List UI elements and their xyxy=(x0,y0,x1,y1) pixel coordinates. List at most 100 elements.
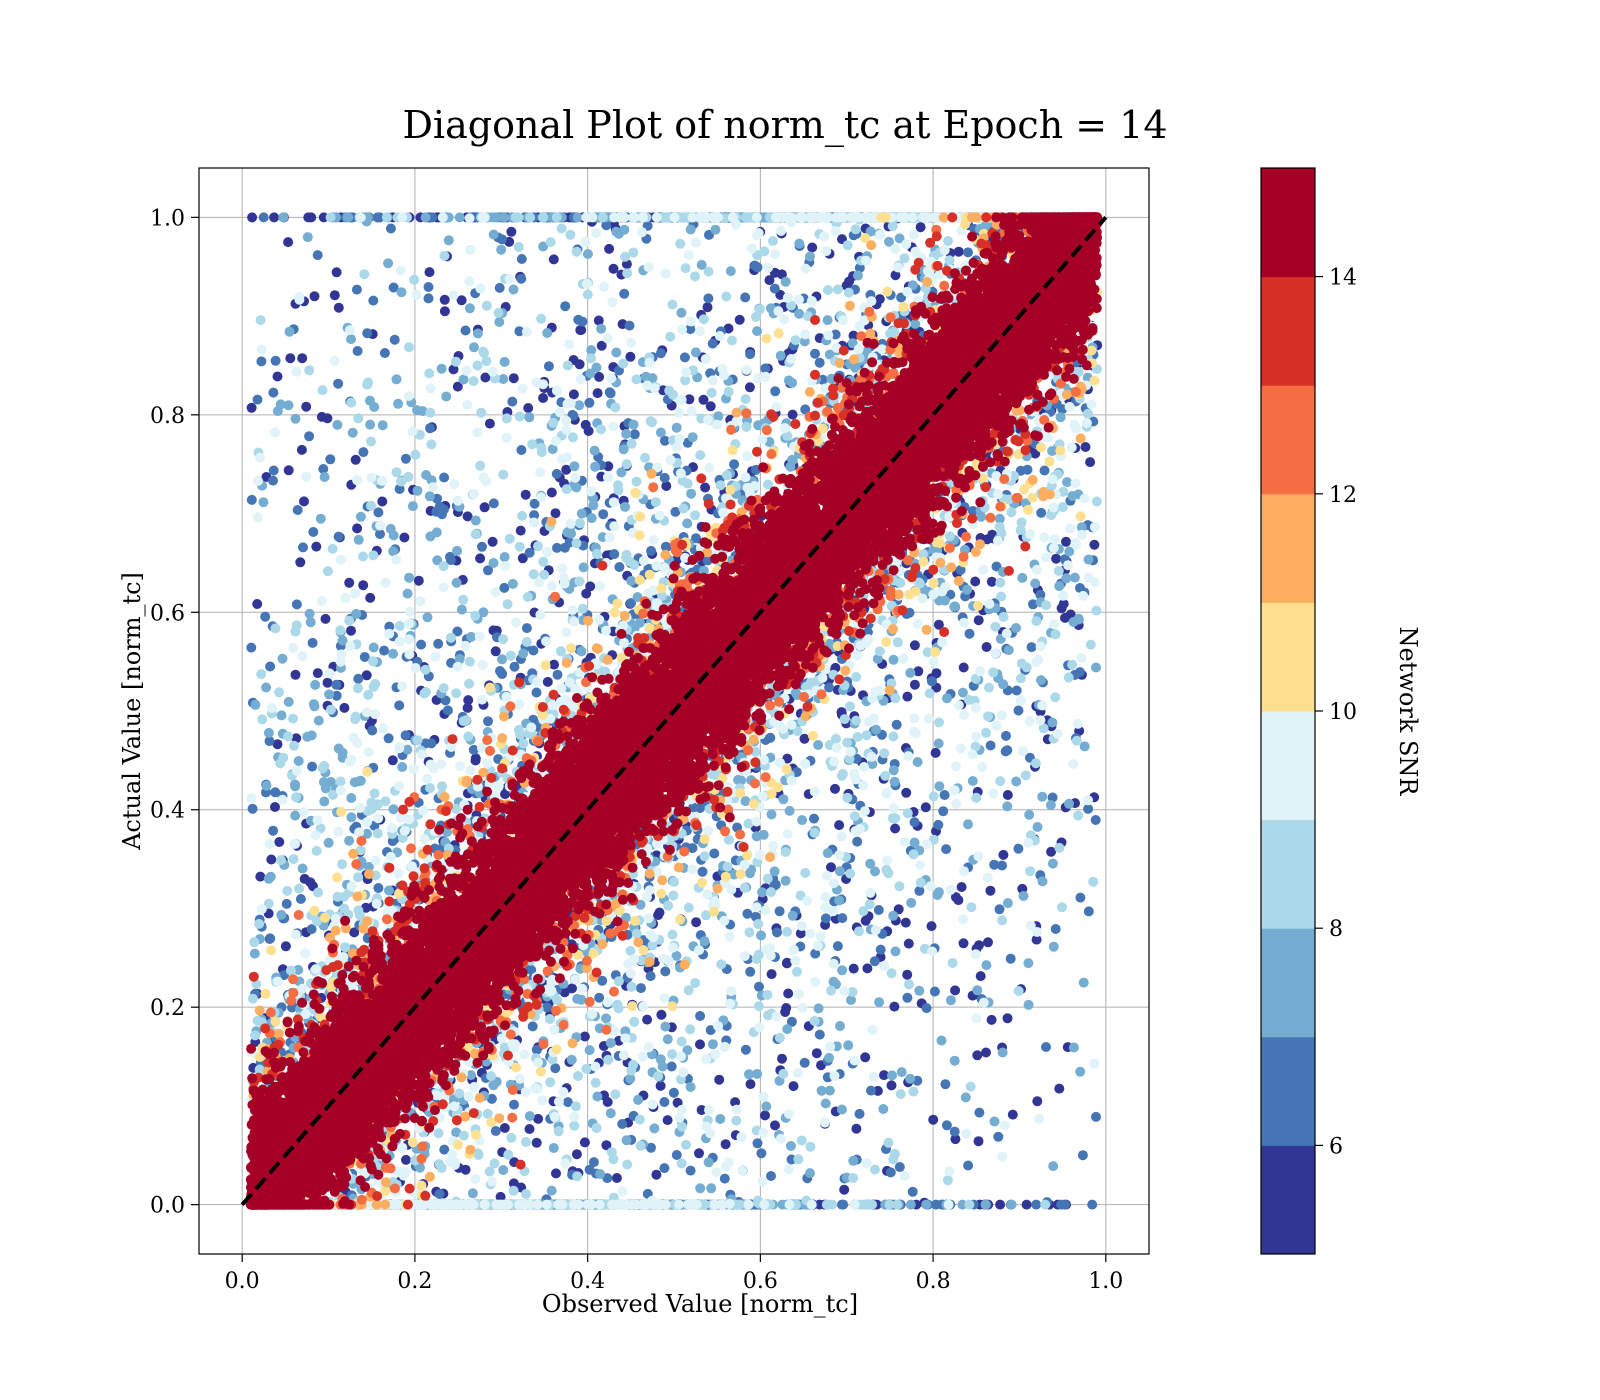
data-point xyxy=(908,1087,918,1097)
data-point xyxy=(668,891,678,901)
data-point xyxy=(781,1003,791,1013)
data-point xyxy=(761,1101,771,1111)
data-point xyxy=(930,987,940,997)
data-point xyxy=(266,855,276,865)
data-point xyxy=(469,376,479,386)
data-point xyxy=(791,335,801,345)
data-point xyxy=(656,428,666,438)
data-point xyxy=(271,356,281,366)
data-point xyxy=(521,1189,531,1199)
data-point xyxy=(335,625,345,635)
data-point xyxy=(805,1168,815,1178)
data-point xyxy=(933,820,943,830)
data-point xyxy=(963,247,973,257)
data-point xyxy=(997,861,1007,871)
data-point xyxy=(1074,614,1084,624)
data-point xyxy=(1070,573,1080,583)
data-point xyxy=(714,1075,724,1085)
data-point xyxy=(889,1002,899,1012)
data-point xyxy=(982,642,992,652)
data-point xyxy=(461,326,471,336)
data-point xyxy=(268,388,278,398)
data-point xyxy=(770,386,780,396)
data-point xyxy=(303,232,313,242)
data-point xyxy=(538,393,548,403)
data-point xyxy=(538,212,548,222)
data-point xyxy=(888,221,898,231)
data-point xyxy=(282,899,292,909)
data-point xyxy=(1056,1200,1066,1210)
data-point xyxy=(928,1115,938,1125)
data-point xyxy=(765,733,775,743)
data-point xyxy=(590,446,600,456)
data-point xyxy=(699,314,709,324)
data-point xyxy=(583,249,593,259)
data-point xyxy=(577,646,587,656)
data-point xyxy=(499,212,509,222)
data-point xyxy=(392,467,402,477)
data-point xyxy=(606,1108,616,1118)
data-point xyxy=(622,1135,632,1145)
data-point xyxy=(585,1045,595,1055)
data-point xyxy=(741,394,751,404)
data-point xyxy=(618,359,628,369)
data-point xyxy=(295,557,305,567)
data-point xyxy=(525,548,535,558)
data-point xyxy=(1081,442,1091,452)
data-point xyxy=(1089,540,1099,550)
data-point xyxy=(311,542,321,552)
data-point xyxy=(843,240,853,250)
data-point xyxy=(365,420,375,430)
data-point xyxy=(388,649,398,659)
data-point xyxy=(426,738,436,748)
data-point xyxy=(990,622,1000,632)
data-point xyxy=(826,986,836,996)
data-point xyxy=(663,1034,673,1044)
data-point xyxy=(298,542,308,552)
data-point xyxy=(729,459,739,469)
data-point xyxy=(1001,731,1011,741)
data-point xyxy=(1003,790,1013,800)
data-point xyxy=(358,580,368,590)
data-point xyxy=(706,1183,716,1193)
data-point xyxy=(963,1161,973,1171)
data-point xyxy=(359,269,369,279)
data-point xyxy=(682,518,692,528)
data-point xyxy=(1037,792,1047,802)
data-point xyxy=(635,1115,645,1125)
data-point xyxy=(870,866,880,876)
data-point xyxy=(948,958,958,968)
data-point xyxy=(695,1183,705,1193)
data-point xyxy=(1006,507,1016,517)
data-point xyxy=(503,599,513,609)
data-point xyxy=(866,1086,876,1096)
data-point xyxy=(590,462,600,472)
data-point xyxy=(606,1038,616,1048)
data-point xyxy=(715,1114,725,1124)
data-point xyxy=(569,1121,579,1131)
data-point xyxy=(517,254,527,264)
data-point xyxy=(659,1097,669,1107)
data-point xyxy=(597,976,607,986)
data-point xyxy=(1047,718,1057,728)
data-point xyxy=(629,560,639,570)
data-point xyxy=(921,802,931,812)
chart-title: Diagonal Plot of norm_tc at Epoch = 14 xyxy=(402,103,1167,148)
data-point xyxy=(735,315,745,325)
data-point xyxy=(797,815,807,825)
data-point xyxy=(523,403,533,413)
data-point xyxy=(542,1002,552,1012)
data-point xyxy=(838,1200,848,1210)
data-point xyxy=(491,646,501,656)
data-point xyxy=(653,1071,663,1081)
data-point xyxy=(533,541,543,551)
data-point xyxy=(908,1187,918,1197)
data-point xyxy=(322,413,332,423)
data-point xyxy=(454,1089,464,1099)
data-point xyxy=(785,462,795,472)
data-point xyxy=(965,629,975,639)
data-point xyxy=(313,668,323,678)
data-point xyxy=(294,756,304,766)
data-point xyxy=(775,1033,785,1043)
data-point xyxy=(482,301,492,311)
